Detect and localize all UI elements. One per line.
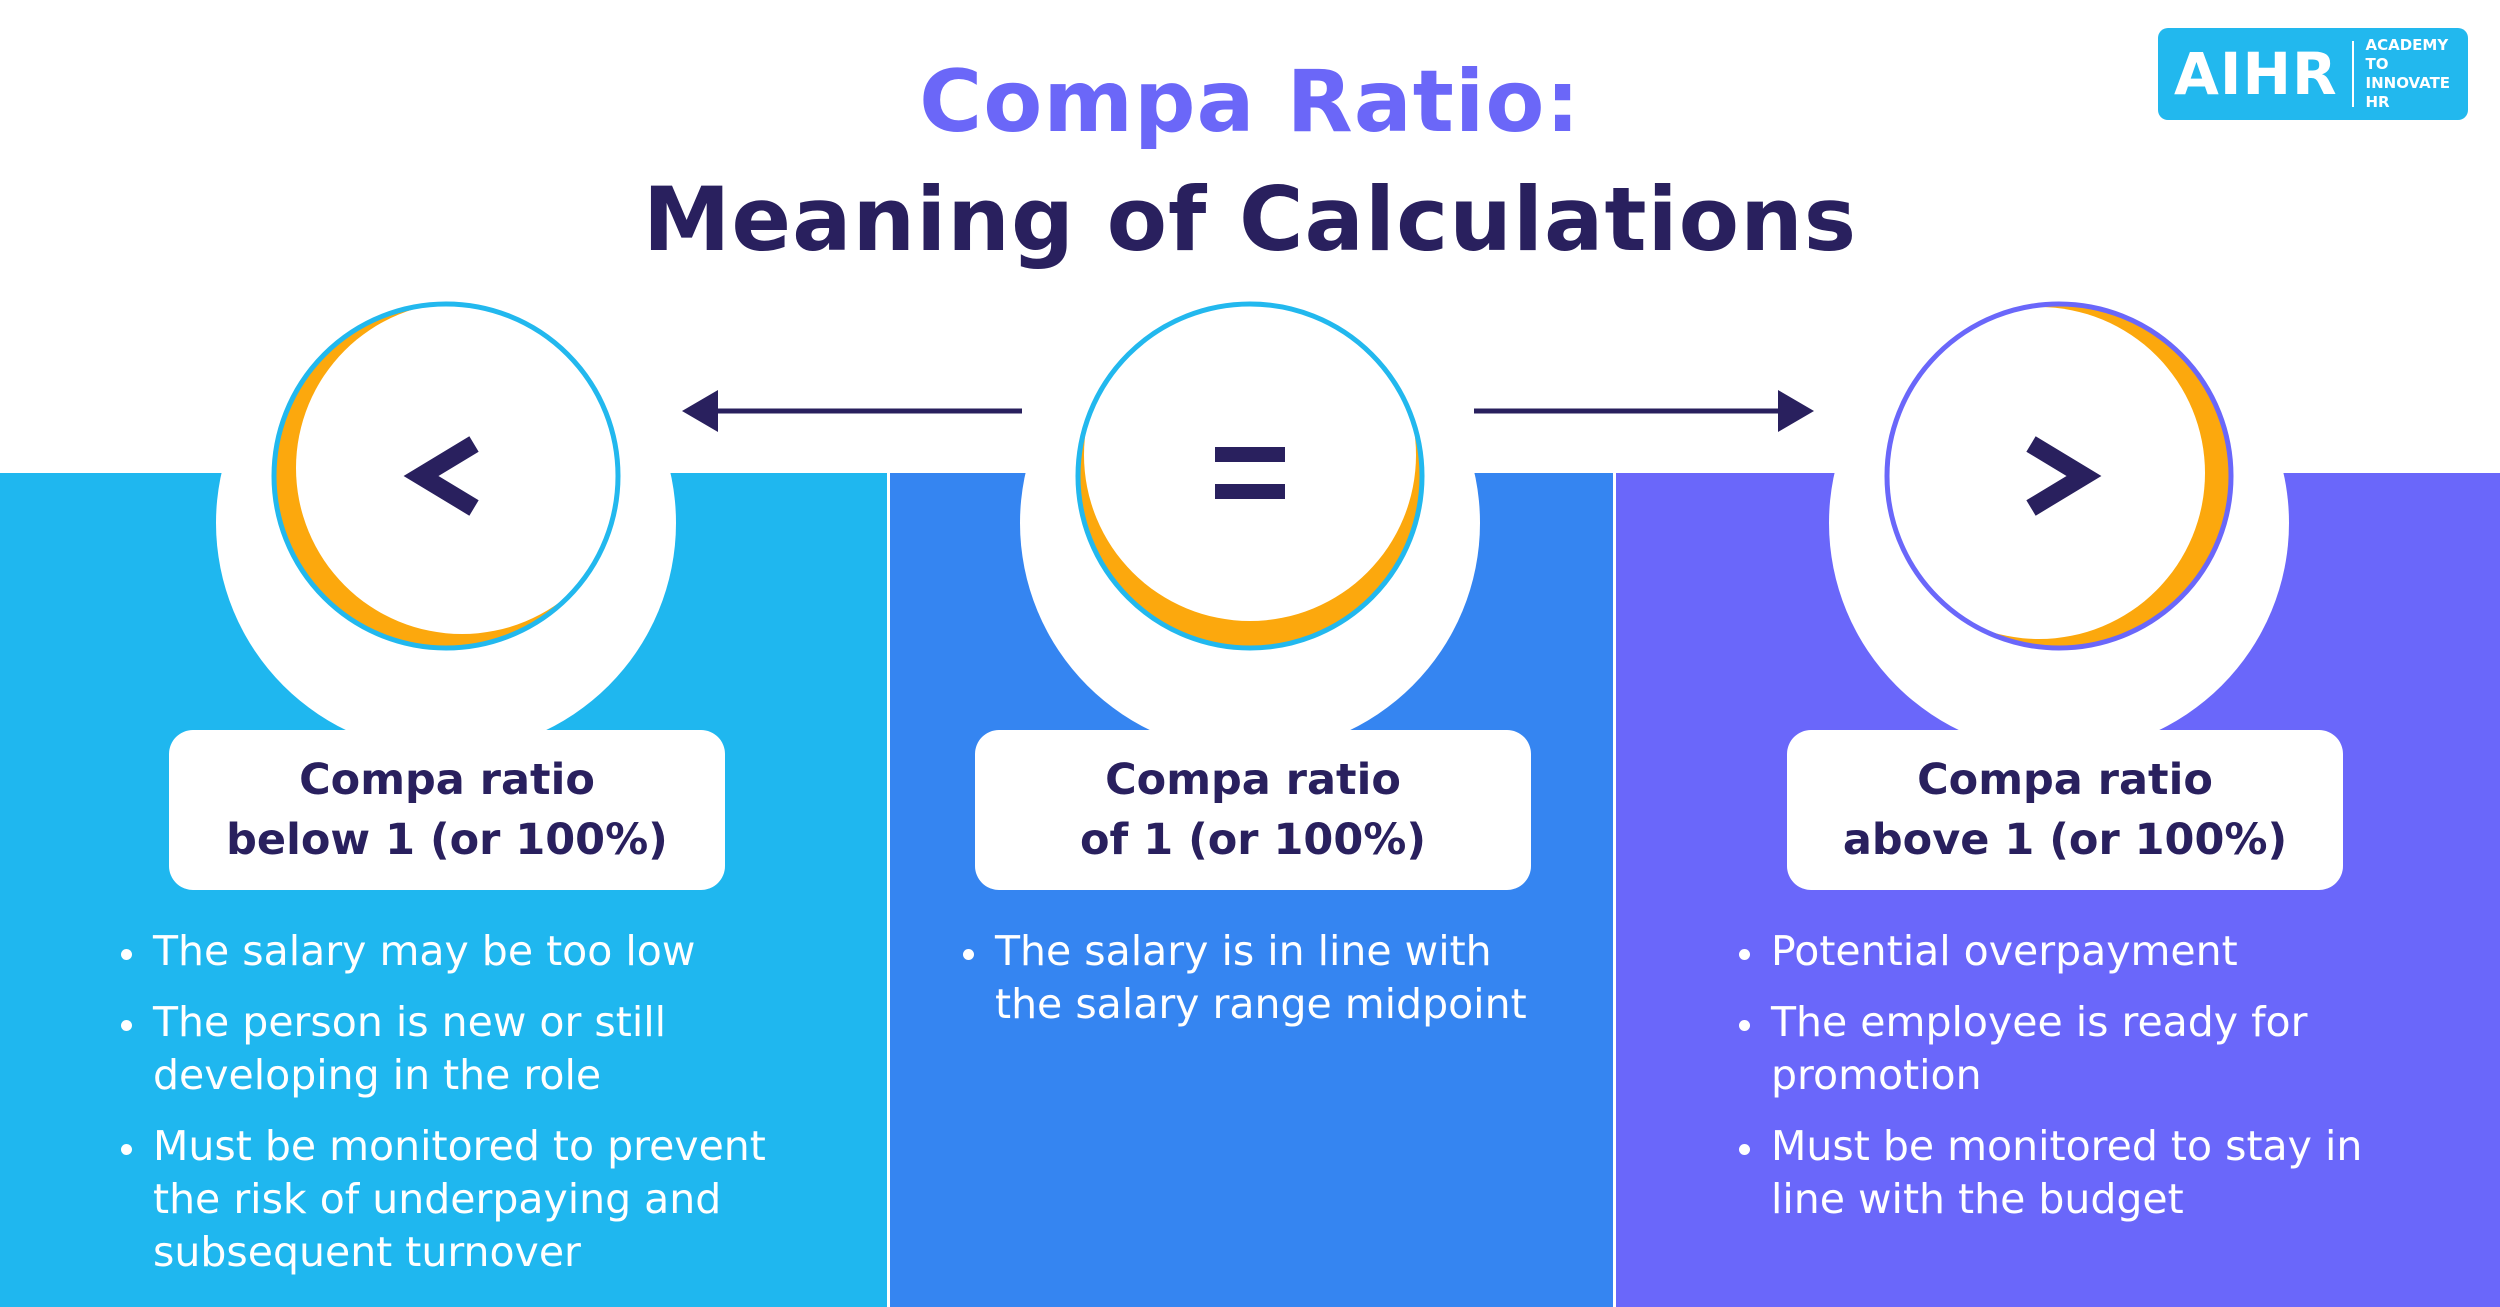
logo-divider bbox=[2351, 41, 2354, 107]
logo-subtitle: ACADEMY TO INNOVATE HR bbox=[2365, 36, 2451, 111]
title-line-2: Meaning of Calculations bbox=[642, 168, 1858, 271]
bullet-item: The employee is ready for promotion bbox=[1736, 996, 2426, 1102]
aihr-logo: AIHR ACADEMY TO INNOVATE HR bbox=[2158, 28, 2468, 120]
equals-icon bbox=[1215, 447, 1285, 499]
bullet-list-above: Potential overpayment The employee is re… bbox=[1736, 925, 2426, 1244]
heading-line-2: of 1 (or 100%) bbox=[1080, 815, 1426, 865]
less-than-icon bbox=[403, 436, 479, 516]
arrow-left-icon bbox=[682, 390, 1022, 432]
bullet-item: The salary may be too low bbox=[118, 925, 808, 978]
less-than-circle bbox=[216, 293, 676, 753]
heading-line-1: Compa ratio bbox=[1917, 755, 2213, 805]
heading-box-below: Compa ratio below 1 (or 100%) bbox=[169, 730, 725, 890]
bullet-list-equal: The salary is in line with the salary ra… bbox=[960, 925, 1560, 1049]
greater-than-circle bbox=[1829, 293, 2289, 753]
heading-line-2: below 1 (or 100%) bbox=[226, 815, 668, 865]
heading-box-above: Compa ratio above 1 (or 100%) bbox=[1787, 730, 2343, 890]
bullet-list-below: The salary may be too low The person is … bbox=[118, 925, 808, 1297]
heading-box-equal: Compa ratio of 1 (or 100%) bbox=[975, 730, 1531, 890]
bullet-item: Must be monitored to stay in line with t… bbox=[1736, 1120, 2426, 1226]
heading-line-2: above 1 (or 100%) bbox=[1842, 815, 2288, 865]
bullet-item: Potential overpayment bbox=[1736, 925, 2426, 978]
bullet-item: The salary is in line with the salary ra… bbox=[960, 925, 1560, 1031]
bullet-item: Must be monitored to prevent the risk of… bbox=[118, 1120, 808, 1279]
heading-line-1: Compa ratio bbox=[299, 755, 595, 805]
bullet-item: The person is new or still developing in… bbox=[118, 996, 808, 1102]
title-line-1: Compa Ratio: bbox=[919, 52, 1581, 152]
arrow-right-icon bbox=[1474, 390, 1814, 432]
logo-text: AIHR bbox=[2174, 40, 2338, 108]
equals-circle bbox=[1020, 293, 1480, 753]
greater-than-icon bbox=[2026, 436, 2102, 516]
heading-line-1: Compa ratio bbox=[1105, 755, 1401, 805]
